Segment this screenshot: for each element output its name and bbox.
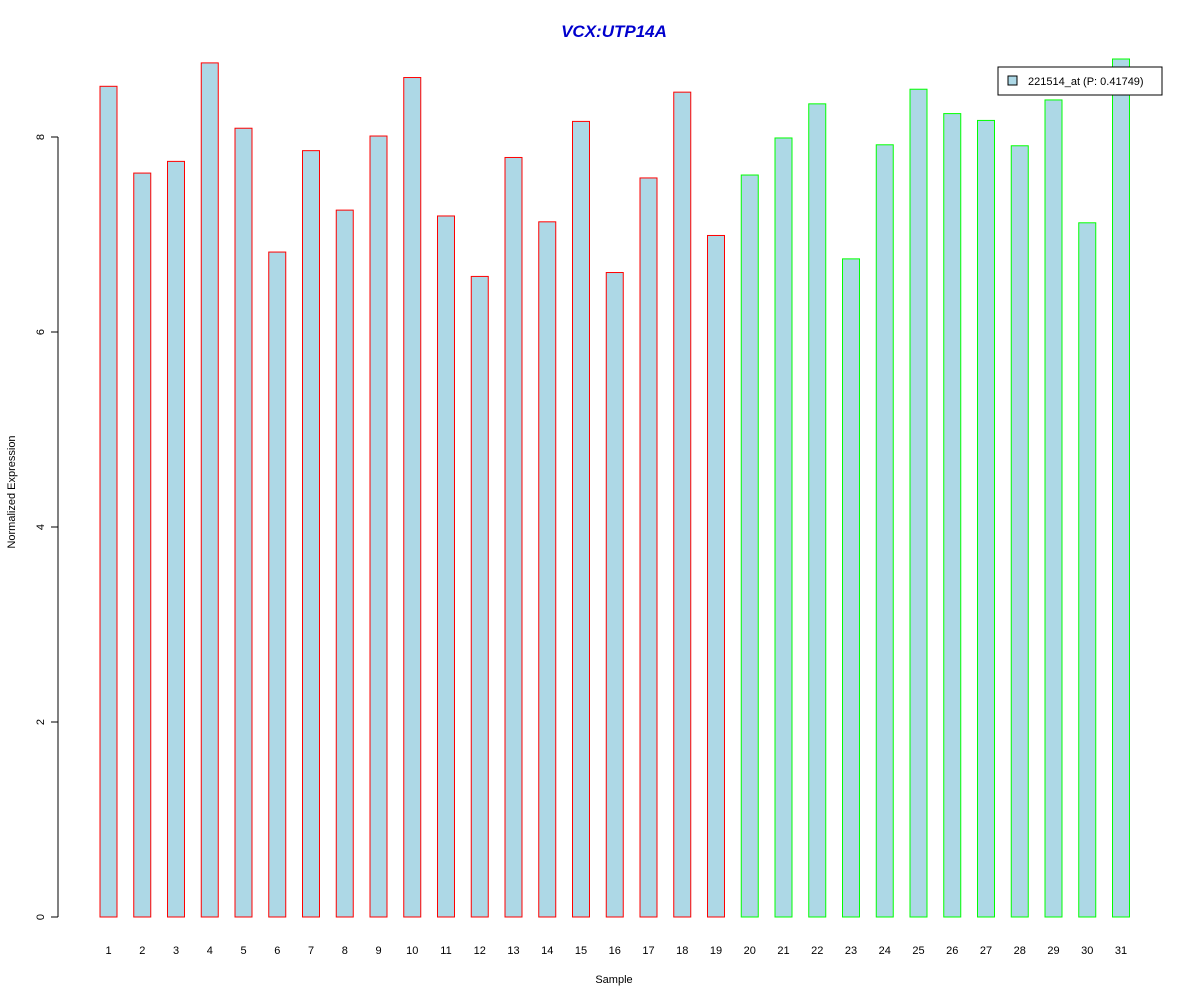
bar-sample-20: [740, 174, 759, 918]
x-tick-label: 7: [308, 945, 314, 957]
x-tick-label: 8: [342, 945, 348, 957]
y-tick-label: 0: [35, 914, 47, 920]
x-tick-label: 13: [507, 945, 519, 957]
bar-sample-5: [234, 127, 253, 918]
bar-sample-13: [504, 156, 523, 918]
x-tick-label: 24: [879, 945, 891, 957]
legend-box: [997, 66, 1163, 96]
bar-sample-9: [369, 135, 388, 918]
bars-group: [99, 58, 1130, 918]
bar-sample-2: [133, 172, 152, 918]
y-axis-label: Normalized Expression: [6, 435, 18, 548]
x-tick-label: 28: [1014, 945, 1026, 957]
x-tick-label: 20: [744, 945, 756, 957]
bar-sample-31: [1112, 58, 1130, 918]
x-tick-label: 14: [541, 945, 553, 957]
x-tick-label: 11: [440, 945, 451, 957]
bar-sample-3: [167, 160, 185, 918]
x-tick-label: 27: [980, 945, 992, 957]
bar-sample-22: [808, 103, 827, 918]
x-tick-label: 22: [811, 945, 823, 957]
x-tick-label: 4: [207, 945, 213, 957]
y-tick-label: 6: [35, 329, 47, 335]
legend-swatch: [1007, 75, 1018, 86]
x-tick-labels: 1 2 3 4 5 6 7 8 9 10 11 12 13 14 15 16 17 18 19 20 21 22 23 24 2…: [105, 945, 1127, 957]
bar-sample-24: [875, 144, 894, 918]
x-tick-label: 3: [173, 945, 179, 957]
bar-sample-27: [977, 119, 995, 918]
bar-sample-17: [639, 177, 658, 918]
bar-sample-14: [538, 221, 557, 918]
y-tick-label: 8: [35, 134, 47, 140]
bar-sample-6: [268, 251, 287, 918]
bar-sample-26: [943, 113, 962, 918]
bar-sample-12: [470, 275, 489, 918]
x-tick-label: 6: [274, 945, 280, 957]
bar-sample-30: [1078, 222, 1097, 918]
bar-sample-28: [1010, 145, 1029, 918]
x-tick-label: 15: [575, 945, 587, 957]
bar-sample-4: [200, 62, 219, 918]
x-tick-label: 9: [375, 945, 381, 957]
bar-sample-7: [302, 150, 320, 918]
bar-sample-25: [909, 88, 928, 918]
x-axis-label: Sample: [595, 974, 632, 986]
x-tick-label: 12: [474, 945, 486, 957]
bar-sample-21: [774, 137, 793, 918]
bar-sample-1: [99, 85, 118, 918]
legend: 221514_at (P: 0.41749): [997, 66, 1163, 96]
bar-sample-11: [437, 215, 455, 918]
x-tick-label: 31: [1115, 945, 1127, 957]
chart-title: VCX:UTP14A: [561, 22, 667, 41]
y-tick-label: 4: [35, 524, 47, 530]
x-tick-label: 16: [609, 945, 621, 957]
x-tick-label: 19: [710, 945, 722, 957]
x-tick-label: 5: [240, 945, 246, 957]
x-tick-label: 17: [642, 945, 654, 957]
x-tick-label: 10: [406, 945, 418, 957]
x-tick-label: 29: [1047, 945, 1059, 957]
bar-sample-15: [572, 120, 590, 918]
bar-sample-19: [707, 234, 725, 918]
x-tick-label: 2: [139, 945, 145, 957]
y-tick-label: 2: [35, 719, 47, 725]
x-tick-label: 26: [946, 945, 958, 957]
x-tick-label: 18: [676, 945, 688, 957]
x-tick-label: 1: [105, 945, 111, 957]
bar-sample-16: [605, 272, 624, 918]
x-tick-label: 23: [845, 945, 857, 957]
bar-sample-23: [842, 258, 860, 918]
bar-sample-29: [1044, 99, 1063, 918]
legend-label: 221514_at (P: 0.41749): [1028, 76, 1144, 88]
x-tick-label: 30: [1081, 945, 1093, 957]
bar-sample-18: [673, 91, 692, 918]
x-tick-label: 25: [912, 945, 924, 957]
bar-sample-10: [403, 77, 422, 918]
x-tick-label: 21: [777, 945, 789, 957]
bar-sample-8: [335, 209, 354, 918]
y-axis: 0 2 4 6 8: [35, 134, 59, 920]
